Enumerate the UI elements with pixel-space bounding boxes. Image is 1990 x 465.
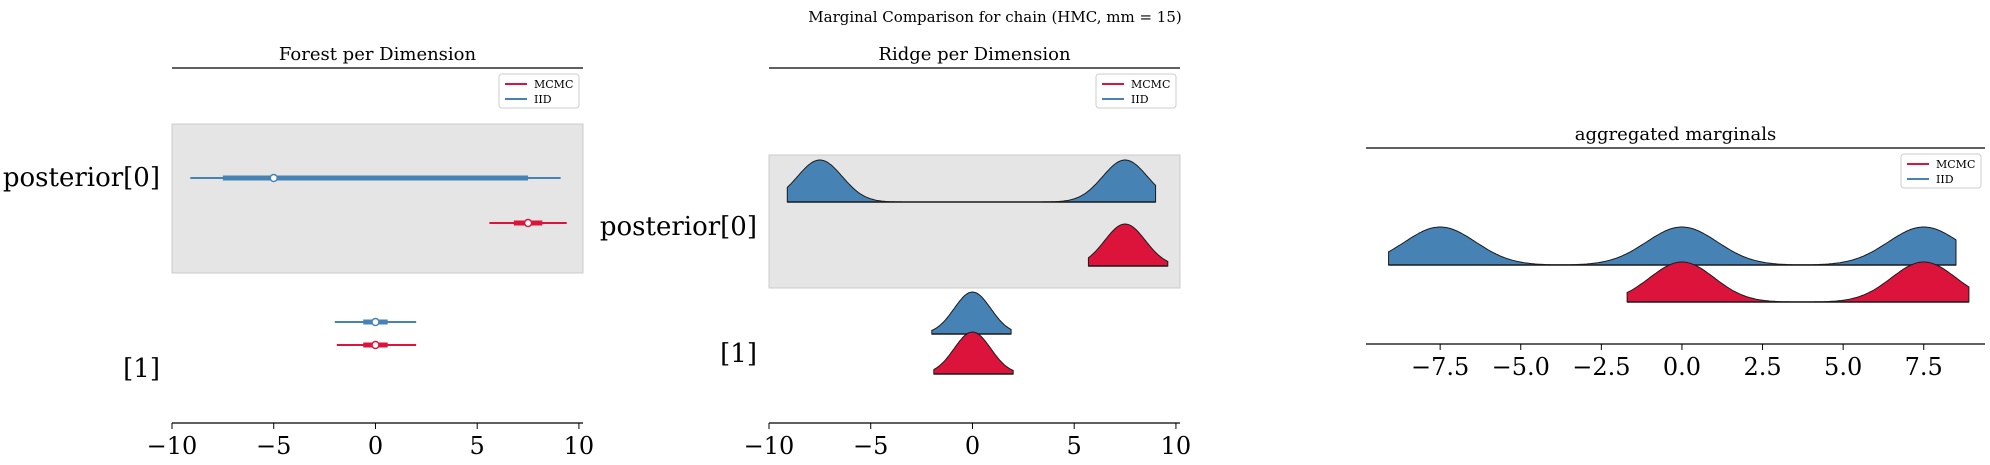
x-tick-label: −10 bbox=[744, 432, 795, 460]
row-label: posterior[0] bbox=[600, 212, 757, 242]
x-tick-label: −5.0 bbox=[1492, 353, 1550, 381]
x-tick-label: 0 bbox=[965, 432, 980, 460]
row-label: [1] bbox=[123, 354, 160, 384]
x-tick-label: −7.5 bbox=[1411, 353, 1469, 381]
ridge-density bbox=[1087, 223, 1169, 267]
panel-1: Forest per Dimension −10 −5 0 5 10 MCMC IID post… bbox=[3, 44, 594, 460]
ridge-density bbox=[933, 331, 1014, 375]
row-label: posterior[0] bbox=[3, 163, 160, 193]
legend-label-iid: IID bbox=[534, 93, 552, 106]
legend-label-mcmc: MCMC bbox=[1936, 158, 1975, 171]
median-point bbox=[269, 173, 278, 183]
panel-title: aggregated marginals bbox=[1575, 124, 1776, 145]
x-tick-label: −2.5 bbox=[1572, 353, 1630, 381]
median-point bbox=[523, 218, 533, 228]
x-tick-label: 5 bbox=[1067, 432, 1082, 460]
x-tick-label: 10 bbox=[1161, 432, 1192, 460]
area-density bbox=[1388, 226, 1957, 266]
legend-label-mcmc: MCMC bbox=[1131, 78, 1170, 91]
ridge-density bbox=[931, 291, 1012, 335]
x-tick-label: 5.0 bbox=[1824, 353, 1862, 381]
x-tick-label: 2.5 bbox=[1743, 353, 1781, 381]
panel-3: aggregated marginals −7.5 −5.0 −2.5 0.0 2.5 5.… bbox=[1366, 124, 1985, 381]
legend-label-iid: IID bbox=[1936, 173, 1954, 186]
legend-label-iid: IID bbox=[1131, 93, 1149, 106]
area-density bbox=[1626, 261, 1970, 303]
x-tick-label: 0.0 bbox=[1663, 353, 1701, 381]
panel-title: Ridge per Dimension bbox=[878, 44, 1071, 65]
legend-label-mcmc: MCMC bbox=[534, 78, 573, 91]
legend: MCMC IID bbox=[1095, 73, 1177, 109]
median-point bbox=[371, 340, 380, 350]
panel-2: Ridge per Dimension −10 −5 0 5 10 MCMC IID poste… bbox=[600, 44, 1191, 460]
median-point bbox=[371, 317, 380, 327]
x-tick-label: −5 bbox=[256, 432, 291, 460]
x-tick-label: 5 bbox=[470, 432, 485, 460]
figure-suptitle: Marginal Comparison for chain (HMC, mm =… bbox=[808, 8, 1181, 26]
row-label: [1] bbox=[720, 339, 757, 369]
legend: MCMC IID bbox=[498, 73, 580, 109]
x-tick-label: −5 bbox=[853, 432, 888, 460]
x-tick-label: 0 bbox=[368, 432, 383, 460]
legend: MCMC IID bbox=[1900, 153, 1982, 189]
x-tick-label: −10 bbox=[147, 432, 198, 460]
x-tick-label: 7.5 bbox=[1905, 353, 1943, 381]
panel-title: Forest per Dimension bbox=[279, 44, 477, 65]
x-tick-label: 10 bbox=[564, 432, 595, 460]
row-band bbox=[171, 123, 584, 274]
